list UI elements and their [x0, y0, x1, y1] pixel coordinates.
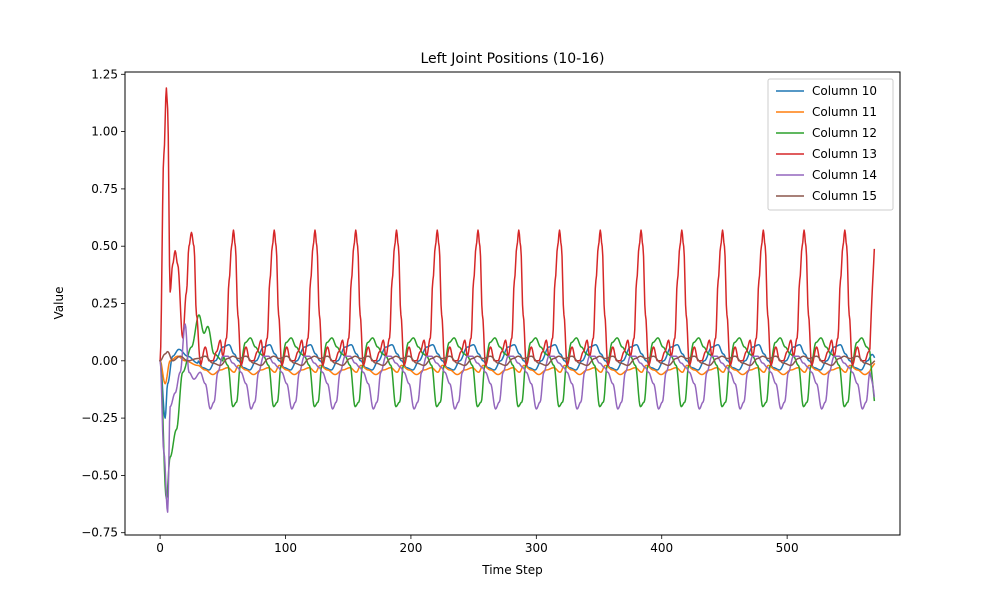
y-tick-label: 0.00 [91, 354, 118, 368]
series-line-column-11 [159, 355, 876, 385]
y-tick-label: −0.75 [81, 526, 118, 540]
y-axis-label: Value [52, 287, 66, 320]
legend-label: Column 12 [812, 126, 877, 140]
legend-label: Column 15 [812, 189, 877, 203]
y-tick-label: 0.50 [91, 239, 118, 253]
chart-title: Left Joint Positions (10-16) [420, 51, 604, 67]
x-tick-label: 0 [156, 541, 164, 555]
y-tick-label: −0.50 [81, 468, 118, 482]
legend-label: Column 10 [812, 84, 877, 98]
legend-label: Column 11 [812, 105, 877, 119]
plot-area [124, 71, 901, 536]
series-line-column-13 [159, 87, 876, 367]
series-line-column-14 [159, 323, 876, 513]
legend-label: Column 13 [812, 147, 877, 161]
y-tick-label: 0.75 [91, 182, 118, 196]
x-tick-label: 100 [274, 541, 297, 555]
y-axis: −0.75 −0.50 −0.25 0.00 0.25 0.50 0.75 1.00 1.25 [81, 67, 125, 540]
x-tick-label: 500 [776, 541, 799, 555]
x-tick-label: 400 [650, 541, 673, 555]
legend-label: Column 14 [812, 168, 877, 182]
y-tick-label: −0.25 [81, 411, 118, 425]
y-tick-label: 0.25 [91, 297, 118, 311]
x-tick-label: 200 [399, 541, 422, 555]
x-axis: 0 100 200 300 400 500 [156, 535, 799, 555]
y-tick-label: 1.25 [91, 67, 118, 81]
x-axis-label: Time Step [481, 563, 543, 577]
legend: Column 10 Column 11 Column 12 Column 13 Colu… [767, 78, 894, 211]
series-line-column-15 [159, 350, 876, 367]
x-tick-label: 300 [525, 541, 548, 555]
y-tick-label: 1.00 [91, 125, 118, 139]
